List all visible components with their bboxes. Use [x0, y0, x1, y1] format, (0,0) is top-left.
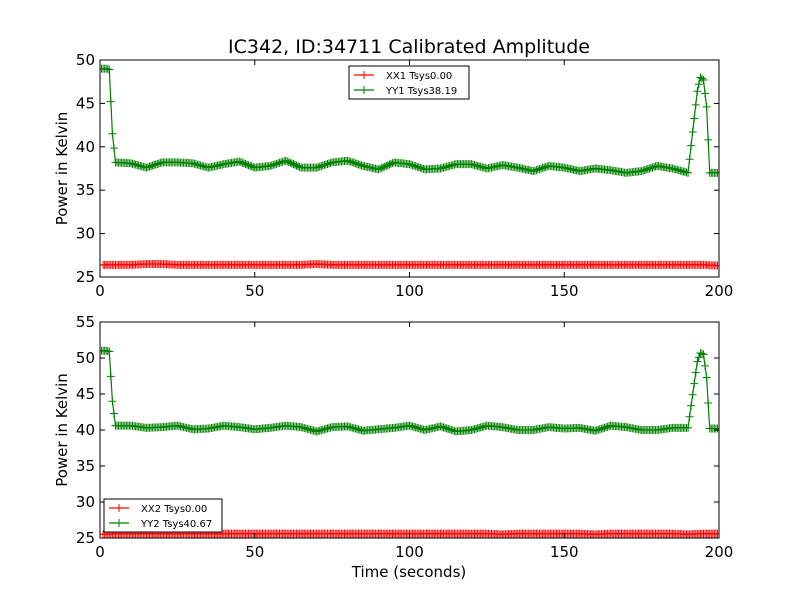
data-point [690, 379, 699, 388]
legend-marker [360, 71, 368, 79]
data-point [105, 347, 114, 356]
y-tick-label: 25 [76, 529, 95, 547]
data-point [693, 87, 702, 96]
data-point [106, 372, 115, 381]
x-tick-label: 150 [550, 282, 579, 300]
data-point [699, 350, 708, 359]
data-point [691, 100, 700, 109]
data-point [693, 357, 702, 366]
x-tick-label: 100 [395, 543, 424, 561]
data-point [694, 80, 703, 89]
legend-entry: YY2 Tsys40.67 [109, 519, 212, 530]
series-2 [100, 346, 719, 436]
data-point [684, 168, 693, 177]
y-axis-label: Power in Kelvin [53, 373, 71, 487]
data-point [715, 261, 719, 270]
data-point [685, 412, 694, 421]
data-point [701, 89, 710, 98]
legend-marker [360, 86, 368, 94]
data-point [704, 135, 713, 144]
data-point [684, 423, 693, 432]
data-point [106, 97, 115, 106]
legend-label: XX1 Tsys0.00 [386, 71, 452, 82]
y-tick-label: 55 [76, 313, 95, 331]
x-tick-label: 50 [245, 282, 264, 300]
top-chart: IC342, ID:34711 Calibrated Amplitude Pow… [53, 36, 733, 300]
data-point [691, 368, 700, 377]
series-markers [100, 259, 719, 270]
y-tick-label: 40 [76, 421, 95, 439]
data-point [108, 397, 117, 406]
legend-entry: XX2 Tsys0.00 [109, 504, 207, 515]
legend-entry: YY1 Tsys38.19 [354, 86, 457, 97]
data-point [715, 529, 719, 538]
series-markers [100, 64, 719, 177]
y-tick-label: 45 [76, 94, 95, 112]
legend-label: YY2 Tsys40.67 [140, 519, 212, 530]
data-point [690, 114, 699, 123]
data-point [109, 144, 118, 153]
data-point [699, 75, 708, 84]
y-tick-label: 30 [76, 225, 95, 243]
data-point [704, 399, 713, 407]
x-tick-label: 150 [550, 543, 579, 561]
x-tick-label: 100 [395, 282, 424, 300]
y-tick-label: 25 [76, 268, 95, 286]
legend: XX1 Tsys0.00 YY1 Tsys38.19 [348, 65, 470, 100]
data-point [688, 128, 697, 137]
legend-marker [115, 504, 123, 512]
y-tick-label: 40 [76, 138, 95, 156]
y-tick-label: 35 [76, 181, 95, 199]
y-tick-label: 45 [76, 385, 95, 403]
data-point [697, 349, 706, 358]
plot-area: 0 50 100 150 200 25 30 35 40 45 50 55 [76, 313, 733, 561]
data-point [702, 102, 711, 111]
legend-label: XX2 Tsys0.00 [141, 504, 207, 515]
legend-entry: XX1 Tsys0.00 [354, 71, 452, 82]
data-point [105, 65, 114, 74]
legend-box [348, 65, 470, 100]
x-axis-label: Time (seconds) [351, 563, 467, 581]
y-tick-label: 50 [76, 51, 95, 69]
data-point [687, 141, 696, 150]
y-tick-label: 35 [76, 457, 95, 475]
x-tick-label: 200 [705, 543, 734, 561]
data-point [687, 401, 696, 410]
x-tick-label: 0 [95, 282, 105, 300]
x-tick-label: 50 [245, 543, 264, 561]
legend: XX2 Tsys0.00 YY2 Tsys40.67 [103, 498, 223, 533]
y-tick-label: 50 [76, 349, 95, 367]
data-point [108, 129, 117, 138]
x-tick-label: 200 [705, 282, 734, 300]
chart-title: IC342, ID:34711 Calibrated Amplitude [228, 36, 590, 58]
bottom-chart: Power in Kelvin Time (seconds) 0 50 100 150… [53, 313, 733, 581]
legend-label: YY1 Tsys38.19 [385, 86, 457, 97]
y-axis-label: Power in Kelvin [53, 112, 71, 226]
series-markers [100, 346, 719, 436]
y-tick-label: 30 [76, 493, 95, 511]
series-1 [100, 259, 719, 270]
data-point [702, 373, 711, 382]
data-point [715, 424, 719, 433]
data-point [701, 361, 710, 370]
legend-box [103, 498, 223, 533]
legend-marker [115, 519, 123, 527]
data-point [685, 155, 694, 164]
data-point [715, 168, 719, 177]
data-point [697, 74, 706, 83]
data-point [688, 390, 697, 399]
data-point [109, 409, 118, 418]
plot-area: 0 50 100 150 200 25 30 35 40 45 50 [76, 51, 733, 300]
series-2 [100, 64, 719, 177]
x-tick-label: 0 [95, 543, 105, 561]
